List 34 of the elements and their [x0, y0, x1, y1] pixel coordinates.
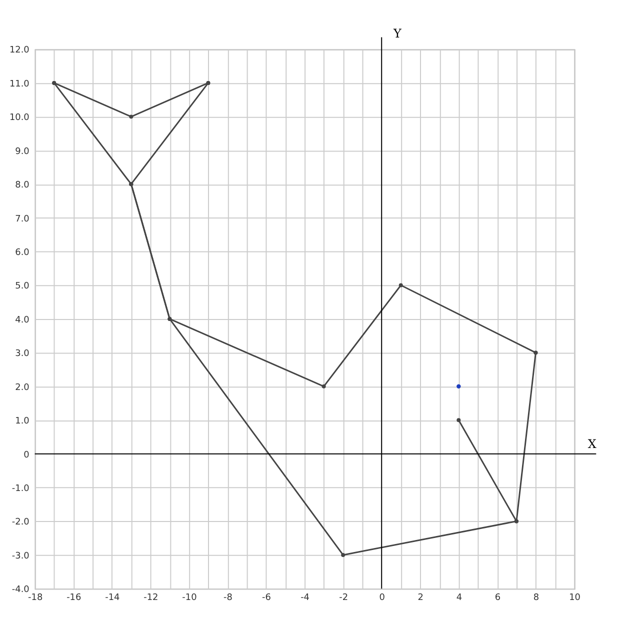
- y-tick-label: -1.0: [12, 484, 30, 494]
- x-tick-label: 2: [418, 593, 424, 604]
- y-tick-label: 0: [24, 450, 30, 460]
- y-tick-label: -3.0: [12, 551, 30, 562]
- y-tick-label: 4.0: [15, 315, 30, 326]
- x-tick-label: -4: [300, 593, 310, 604]
- x-tick-label: -2: [339, 593, 348, 604]
- x-tick-label: -14: [105, 593, 120, 604]
- x-tick-label: 8: [533, 593, 540, 604]
- x-tick-label: -6: [262, 593, 272, 604]
- y-tick-label: 1.0: [15, 416, 30, 427]
- y-tick-label: 5.0: [15, 282, 30, 292]
- x-tick-label: -8: [224, 593, 233, 604]
- x-tick-label: 6: [494, 593, 501, 604]
- y-tick-label: 7.0: [15, 214, 30, 224]
- y-tick-label: 10.0: [9, 113, 30, 124]
- x-tick-label: -12: [144, 593, 158, 604]
- y-tick-label: 8.0: [15, 180, 30, 191]
- x-tick-label: -18: [28, 593, 43, 604]
- y-tick-label: 11.0: [9, 79, 30, 90]
- y-tick-label: 6.0: [15, 248, 30, 258]
- x-tick-label: -10: [182, 593, 198, 604]
- x-axis-title: X: [588, 436, 597, 451]
- y-tick-label: -2.0: [12, 518, 30, 528]
- y-tick-label: 3.0: [15, 349, 30, 360]
- x-tick-label: -16: [66, 593, 82, 604]
- y-tick-label: 2.0: [15, 382, 30, 393]
- y-tick-label: 9.0: [15, 146, 30, 157]
- x-tick-label: 10: [569, 593, 581, 604]
- y-tick-label: -4.0: [12, 585, 30, 596]
- y-tick-label: 12.0: [9, 46, 30, 56]
- x-tick-label: 0: [379, 593, 386, 604]
- x-tick-label: 4: [456, 593, 462, 604]
- y-axis-title: Y: [392, 26, 402, 40]
